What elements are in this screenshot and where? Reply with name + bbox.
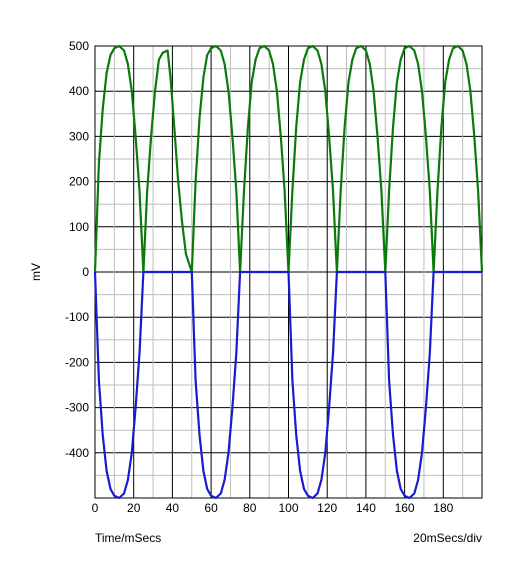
y-axis-label: mV bbox=[29, 263, 43, 281]
y-tick-label: -300 bbox=[65, 401, 89, 415]
x-tick-label: 20 bbox=[127, 501, 141, 515]
x-tick-label: 120 bbox=[317, 501, 337, 515]
x-tick-label: 80 bbox=[243, 501, 257, 515]
y-tick-label: 500 bbox=[69, 39, 89, 53]
x-tick-label: 140 bbox=[356, 501, 376, 515]
y-tick-labels: 500 400 300 200 100 0 -100 -200 -300 -400 bbox=[65, 39, 89, 460]
x-tick-label: 60 bbox=[204, 501, 218, 515]
series-line-2 bbox=[93, 270, 482, 500]
y-tick-label: 100 bbox=[69, 220, 89, 234]
x-tick-labels: 0 20 40 60 80 100 120 140 160 180 bbox=[92, 501, 454, 515]
x-tick-label: 100 bbox=[278, 501, 298, 515]
series-layer bbox=[93, 44, 484, 500]
x-tick-label: 0 bbox=[92, 501, 99, 515]
y-tick-label: 400 bbox=[69, 84, 89, 98]
x-axis-label: Time/mSecs bbox=[95, 531, 161, 545]
y-tick-label: 0 bbox=[82, 265, 89, 279]
y-tick-label: -100 bbox=[65, 310, 89, 324]
y-tick-label: 300 bbox=[69, 129, 89, 143]
y-tick-label: 200 bbox=[69, 175, 89, 189]
x-tick-label: 160 bbox=[395, 501, 415, 515]
y-tick-label: -200 bbox=[65, 355, 89, 369]
x-tick-label: 180 bbox=[433, 501, 453, 515]
y-tick-label: -400 bbox=[65, 446, 89, 460]
scale-note: 20mSecs/div bbox=[413, 531, 482, 545]
x-tick-label: 40 bbox=[166, 501, 180, 515]
